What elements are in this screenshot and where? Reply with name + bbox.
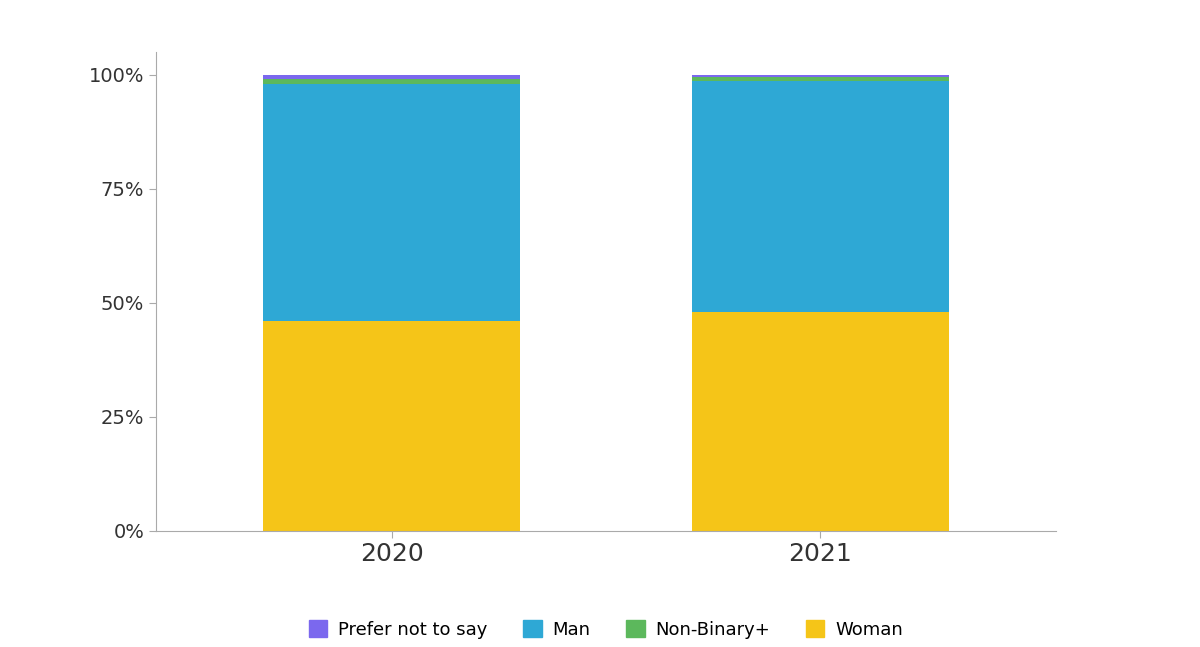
Bar: [263, 79, 521, 83]
Bar: [691, 74, 949, 77]
Legend: Prefer not to say, Man, Non-Binary+, Woman: Prefer not to say, Man, Non-Binary+, Wom…: [300, 611, 912, 647]
Bar: [691, 312, 949, 531]
Bar: [691, 77, 949, 82]
Bar: [263, 83, 521, 321]
Bar: [263, 321, 521, 531]
Bar: [691, 82, 949, 312]
Bar: [263, 74, 521, 79]
